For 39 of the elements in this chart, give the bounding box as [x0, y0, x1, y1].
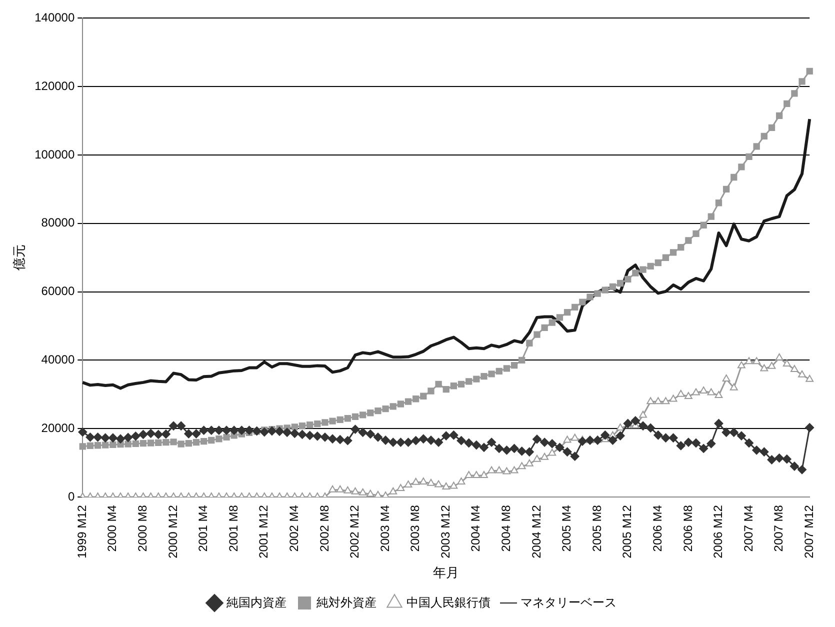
x-tick-label: 2007 M12 — [802, 504, 816, 558]
x-tick-label: 2004 M12 — [529, 504, 544, 558]
y-tick-label: 40000 — [41, 352, 75, 367]
y-axis-title: 億元 — [11, 244, 26, 271]
legend-label: 純国内資産 — [226, 595, 286, 610]
x-tick-label: 2000 M4 — [105, 504, 120, 552]
x-tick-label: 2000 M8 — [136, 504, 150, 552]
x-tick-label: 2004 M4 — [468, 504, 483, 552]
x-tick-label: 2001 M4 — [196, 504, 210, 552]
y-tick-label: 0 — [68, 489, 75, 504]
legend-label: マネタリーベース — [520, 595, 616, 610]
legend-label: 純対外資産 — [316, 595, 376, 610]
x-tick-label: 2005 M8 — [590, 504, 604, 552]
x-tick-label: 2004 M8 — [499, 504, 514, 552]
x-axis-title: 年月 — [433, 564, 460, 580]
x-tick-label: 2001 M8 — [226, 504, 240, 552]
x-tick-label: 2002 M4 — [286, 504, 301, 552]
x-tick-label: 2005 M4 — [560, 504, 574, 552]
y-tick-label: 60000 — [41, 284, 75, 298]
x-tick-label: 2002 M12 — [348, 504, 362, 558]
x-tick-label: 2005 M12 — [620, 504, 634, 558]
x-tick-label: 2002 M8 — [317, 504, 332, 552]
x-tick-label: 2003 M12 — [438, 504, 452, 558]
x-tick-label: 2006 M8 — [680, 504, 695, 552]
x-tick-label: 2006 M12 — [711, 504, 726, 558]
y-tick-label: 100000 — [34, 147, 75, 162]
y-tick-label: 120000 — [34, 78, 75, 93]
x-tick-label: 2006 M4 — [650, 504, 664, 552]
x-tick-label: 2003 M4 — [378, 504, 392, 552]
x-tick-label: 2007 M8 — [772, 504, 786, 552]
y-tick-label: 80000 — [41, 216, 75, 230]
x-tick-label: 2001 M12 — [256, 504, 271, 558]
x-tick-label: 1999 M12 — [74, 504, 89, 558]
y-tick-label: 20000 — [41, 420, 75, 435]
y-tick-label: 140000 — [34, 10, 75, 25]
x-tick-label: 2000 M12 — [166, 504, 180, 558]
legend-label: 中国人民銀行債 — [406, 595, 490, 610]
x-tick-label: 2007 M4 — [741, 504, 756, 552]
x-tick-label: 2003 M8 — [408, 504, 422, 552]
